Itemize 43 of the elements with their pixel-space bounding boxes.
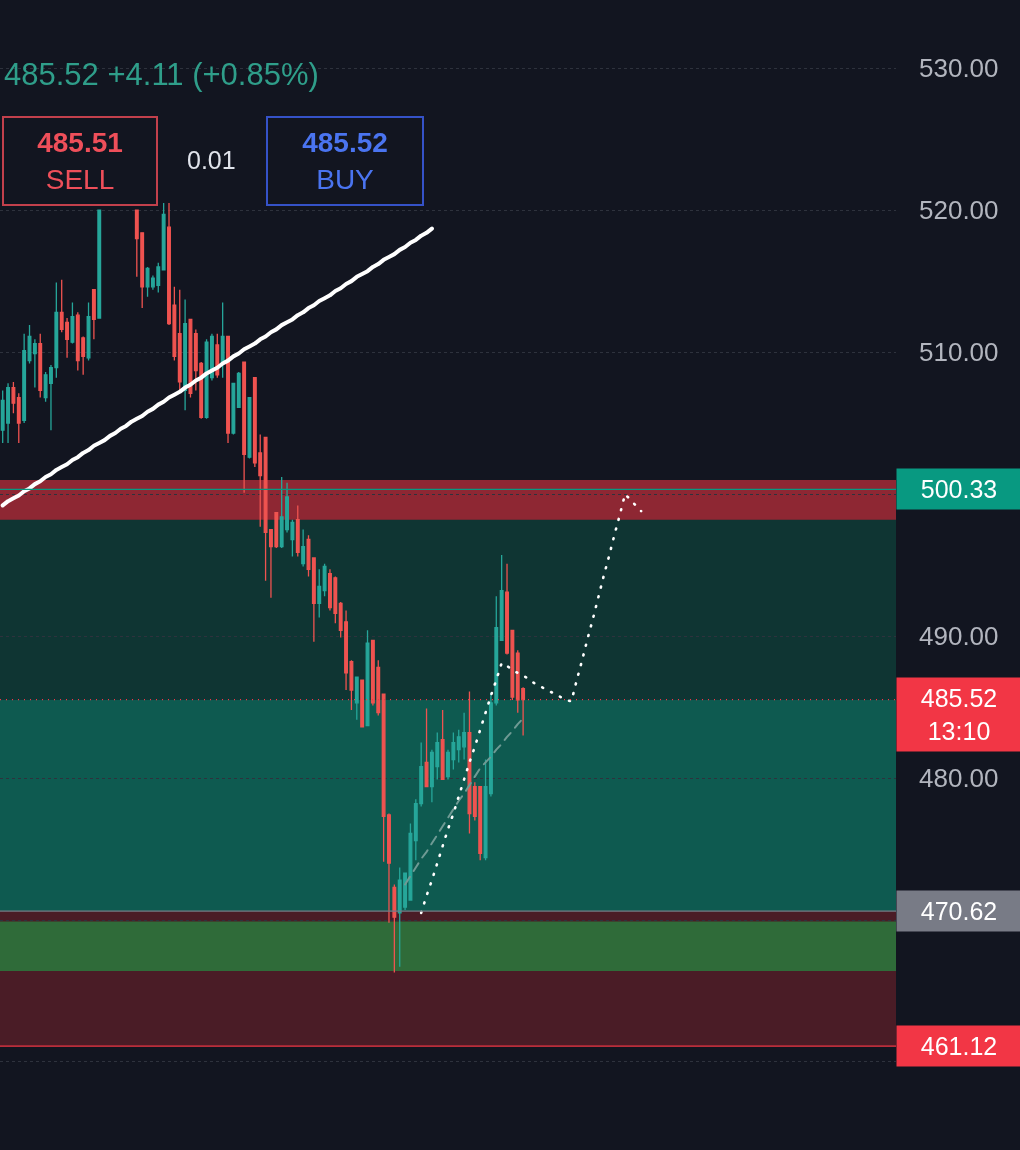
candlestick bbox=[32, 338, 37, 389]
candlestick bbox=[220, 301, 225, 379]
line-series bbox=[0, 226, 434, 508]
candlestick bbox=[499, 554, 504, 641]
annotation: 485.51 SELL bbox=[37, 127, 123, 195]
line-series bbox=[404, 717, 525, 886]
line-series bbox=[419, 492, 643, 915]
y-tick-label: 530.00 bbox=[919, 53, 999, 84]
y-tick-label: 480.00 bbox=[919, 763, 999, 794]
y-tick-label: 490.00 bbox=[919, 621, 999, 652]
candlestick bbox=[11, 381, 16, 414]
candlestick bbox=[317, 568, 322, 619]
candlestick bbox=[301, 528, 306, 568]
annotation: 0.01 bbox=[187, 146, 236, 174]
candlestick bbox=[226, 335, 230, 444]
candlestick bbox=[91, 288, 96, 340]
ref-line-label: 500.33 bbox=[920, 475, 998, 503]
candlestick bbox=[295, 504, 300, 558]
candlestick bbox=[38, 332, 43, 399]
ref-line-label: 461.12 bbox=[920, 1032, 998, 1060]
candlestick bbox=[236, 371, 241, 409]
candlestick bbox=[16, 392, 21, 444]
candlestick bbox=[97, 209, 102, 319]
candlestick bbox=[424, 707, 429, 788]
y-tick-label: 510.00 bbox=[919, 337, 999, 368]
candlestick bbox=[392, 883, 397, 974]
y-tick-label: 520.00 bbox=[919, 195, 999, 226]
annotation: 485.52 +4.11 (+0.85%) bbox=[4, 57, 319, 92]
candlestick bbox=[161, 202, 166, 271]
ref-line-label: 470.62 bbox=[920, 897, 998, 925]
candlestick bbox=[177, 288, 182, 392]
candlestick bbox=[231, 382, 236, 436]
candlestick bbox=[322, 562, 327, 597]
candlestick bbox=[311, 557, 316, 643]
candlestick bbox=[242, 361, 247, 494]
candlestick bbox=[70, 301, 75, 345]
candlestick bbox=[22, 332, 27, 424]
candlestick bbox=[183, 298, 188, 411]
annotation: 485.52 BUY bbox=[302, 127, 388, 195]
candlestick bbox=[440, 709, 445, 781]
ref-line-label: 485.52 13:10 bbox=[920, 684, 998, 745]
candlestick bbox=[360, 679, 365, 728]
candlestick bbox=[354, 676, 359, 721]
